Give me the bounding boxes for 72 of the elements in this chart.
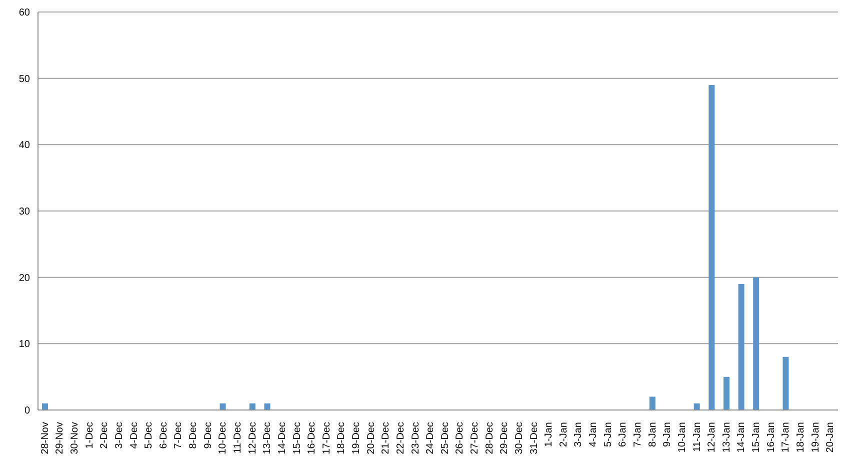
x-tick-label: 14-Dec [276,422,288,454]
x-tick-label: 29-Dec [499,422,510,454]
bar [220,403,226,410]
y-tick-label: 20 [18,272,30,284]
x-tick-label: 16-Jan [766,422,777,453]
x-tick-label: 11-Jan [692,422,703,452]
x-tick-label: 12-Jan [706,422,718,453]
x-tick-label: 3-Dec [114,422,125,449]
x-tick-label: 15-Dec [292,422,303,454]
x-tick-label: 4-Dec [128,422,140,449]
y-tick-label: 60 [18,8,30,19]
y-tick-label: 30 [18,206,30,218]
y-tick-label: 50 [18,74,30,85]
x-tick-label: 31-Dec [528,422,540,454]
x-tick-label: 14-Jan [736,422,748,453]
x-tick-label: 6-Jan [618,422,629,448]
x-tick-label: 5-Jan [602,422,614,448]
x-tick-label: 9-Jan [662,422,674,448]
x-tick-label: 7-Jan [632,422,644,448]
x-tick-label: 20-Dec [366,422,377,454]
bar [42,403,48,410]
x-tick-label: 28-Dec [484,422,496,454]
bar [782,356,789,410]
x-tick-label: 17-Jan [780,422,792,453]
x-tick-label: 29-Nov [54,422,66,454]
bar [753,277,760,410]
bar [694,403,700,410]
bar [738,284,744,410]
x-tick-label: 8-Jan [647,422,658,448]
x-tick-label: 22-Dec [395,422,406,454]
x-tick-label: 11-Dec [232,422,244,454]
x-tick-label: 18-Jan [795,422,806,453]
x-tick-label: 4-Jan [588,422,600,448]
x-tick-label: 5-Dec [144,422,155,449]
y-tick-label: 40 [18,140,30,152]
bar [264,403,270,410]
x-tick-label: 10-Jan [676,422,688,453]
x-tick-label: 23-Dec [410,422,422,454]
y-tick-label: 0 [24,406,30,417]
x-tick-label: 19-Dec [351,422,362,454]
x-tick-label: 8-Dec [188,422,200,449]
x-tick-label: 27-Dec [470,422,481,454]
bar [249,403,256,410]
bar [723,376,730,410]
x-tick-label: 26-Dec [454,422,466,454]
x-tick-label: 6-Dec [158,422,170,449]
bar [708,84,715,410]
x-tick-label: 1-Jan [544,422,555,448]
x-tick-label: 30-Dec [514,422,525,454]
x-tick-label: 2-Jan [558,422,570,448]
x-tick-label: 17-Dec [321,422,332,454]
x-tick-label: 19-Jan [810,422,822,453]
x-tick-label: 18-Dec [336,422,348,454]
x-tick-label: 30-Nov [70,422,81,454]
bar [649,396,656,410]
x-tick-label: 28-Nov [40,422,51,454]
x-tick-label: 24-Dec [425,422,436,454]
x-tick-label: 25-Dec [440,422,451,454]
x-tick-label: 7-Dec [173,422,184,449]
x-tick-label: 9-Dec [202,422,214,449]
x-tick-label: 16-Dec [306,422,318,454]
x-tick-label: 10-Dec [218,422,229,454]
x-tick-label: 12-Dec [247,422,258,454]
x-tick-label: 3-Jan [573,422,584,448]
x-tick-label: 1-Dec [84,422,96,449]
x-tick-label: 21-Dec [380,422,392,454]
x-tick-label: 13-Dec [262,422,274,454]
x-tick-label: 15-Jan [751,422,762,453]
x-tick-label: 2-Dec [99,422,110,449]
y-tick-label: 10 [18,339,30,350]
x-tick-label: 13-Jan [721,422,732,453]
x-tick-label: 20-Jan [825,422,836,453]
